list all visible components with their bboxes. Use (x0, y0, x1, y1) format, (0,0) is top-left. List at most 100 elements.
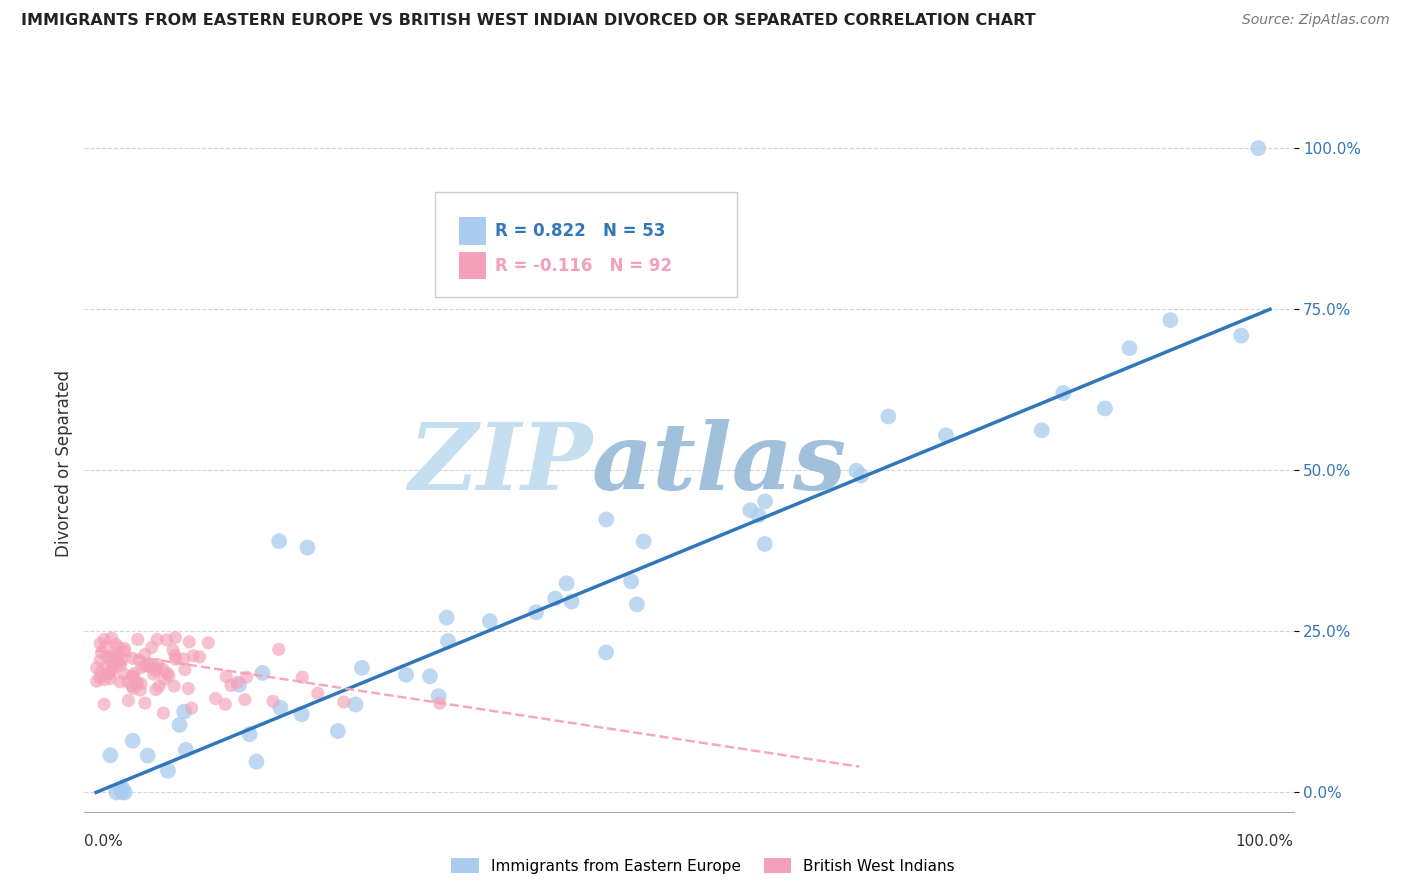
Point (163, 679, 186, 693)
Point (344, 698, 367, 712)
Point (122, 681, 145, 696)
Text: R = -0.116   N = 92: R = -0.116 N = 92 (495, 257, 672, 275)
Point (436, 610, 458, 624)
Point (131, 660, 153, 674)
Text: Source: ZipAtlas.com: Source: ZipAtlas.com (1241, 13, 1389, 28)
Point (188, 649, 211, 664)
Point (291, 707, 314, 722)
Point (204, 691, 226, 706)
Point (127, 632, 149, 647)
Bar (460, 252, 486, 279)
Point (117, 693, 139, 707)
Point (121, 669, 143, 683)
Point (561, 594, 583, 608)
Point (108, 674, 131, 689)
Point (1159, 313, 1181, 327)
Point (134, 696, 156, 710)
Point (136, 657, 159, 672)
Text: ZIP: ZIP (408, 419, 592, 508)
Point (350, 661, 373, 675)
Point (165, 648, 187, 663)
Point (845, 464, 868, 478)
Point (98, 666, 121, 681)
Point (146, 657, 169, 672)
Point (754, 494, 776, 508)
Point (427, 689, 450, 703)
Point (89, 636, 111, 650)
Legend: Immigrants from Eastern Europe, British West Indians: Immigrants from Eastern Europe, British … (444, 852, 962, 880)
Text: R = 0.822   N = 53: R = 0.822 N = 53 (495, 222, 666, 240)
Point (173, 652, 195, 666)
Point (215, 669, 238, 683)
Point (156, 632, 179, 647)
Point (112, 641, 135, 656)
Point (437, 634, 460, 648)
Point (233, 692, 256, 706)
Point (252, 665, 274, 680)
Point (100, 748, 122, 763)
Point (226, 675, 249, 690)
Point (121, 734, 143, 748)
Point (128, 653, 150, 667)
Point (297, 541, 319, 555)
Point (326, 724, 349, 739)
Point (112, 667, 135, 681)
Point (103, 657, 125, 672)
Text: 0.0%: 0.0% (84, 834, 124, 849)
Point (107, 640, 129, 655)
Point (108, 656, 131, 670)
Point (1052, 386, 1074, 401)
Point (86, 674, 108, 689)
Bar (460, 217, 486, 244)
Point (877, 409, 900, 424)
Point (595, 512, 617, 526)
Point (478, 614, 501, 628)
Point (138, 659, 160, 673)
Point (142, 667, 165, 681)
Point (626, 597, 648, 611)
Text: IMMIGRANTS FROM EASTERN EUROPE VS BRITISH WEST INDIAN DIVORCED OR SEPARATED CORR: IMMIGRANTS FROM EASTERN EUROPE VS BRITIS… (21, 13, 1036, 29)
Point (96, 659, 118, 673)
Point (93, 673, 115, 687)
Point (267, 642, 290, 657)
Point (235, 670, 257, 684)
Point (429, 696, 451, 710)
Point (134, 658, 156, 673)
Point (86, 661, 108, 675)
Point (93, 697, 115, 711)
Point (152, 663, 174, 677)
Point (105, 785, 128, 799)
Point (165, 631, 187, 645)
Point (333, 695, 356, 709)
Point (174, 663, 197, 677)
Point (555, 576, 578, 591)
Point (129, 677, 152, 691)
Point (90, 665, 112, 680)
Point (173, 705, 195, 719)
Point (143, 664, 166, 678)
Point (110, 658, 132, 673)
Point (544, 591, 567, 606)
Point (129, 683, 152, 698)
Point (134, 648, 156, 662)
Point (740, 503, 762, 517)
Point (162, 643, 184, 657)
FancyBboxPatch shape (434, 193, 737, 297)
Point (419, 669, 441, 683)
Point (145, 682, 167, 697)
Point (1094, 401, 1116, 416)
Point (101, 664, 124, 678)
Point (1230, 328, 1253, 343)
Point (219, 678, 242, 692)
Point (148, 679, 170, 693)
Point (117, 674, 139, 689)
Point (291, 670, 314, 684)
Point (100, 649, 122, 664)
Point (180, 701, 202, 715)
Point (524, 605, 547, 619)
Point (245, 755, 267, 769)
Point (125, 675, 148, 690)
Point (197, 636, 219, 650)
Point (156, 764, 179, 778)
Point (100, 631, 122, 645)
